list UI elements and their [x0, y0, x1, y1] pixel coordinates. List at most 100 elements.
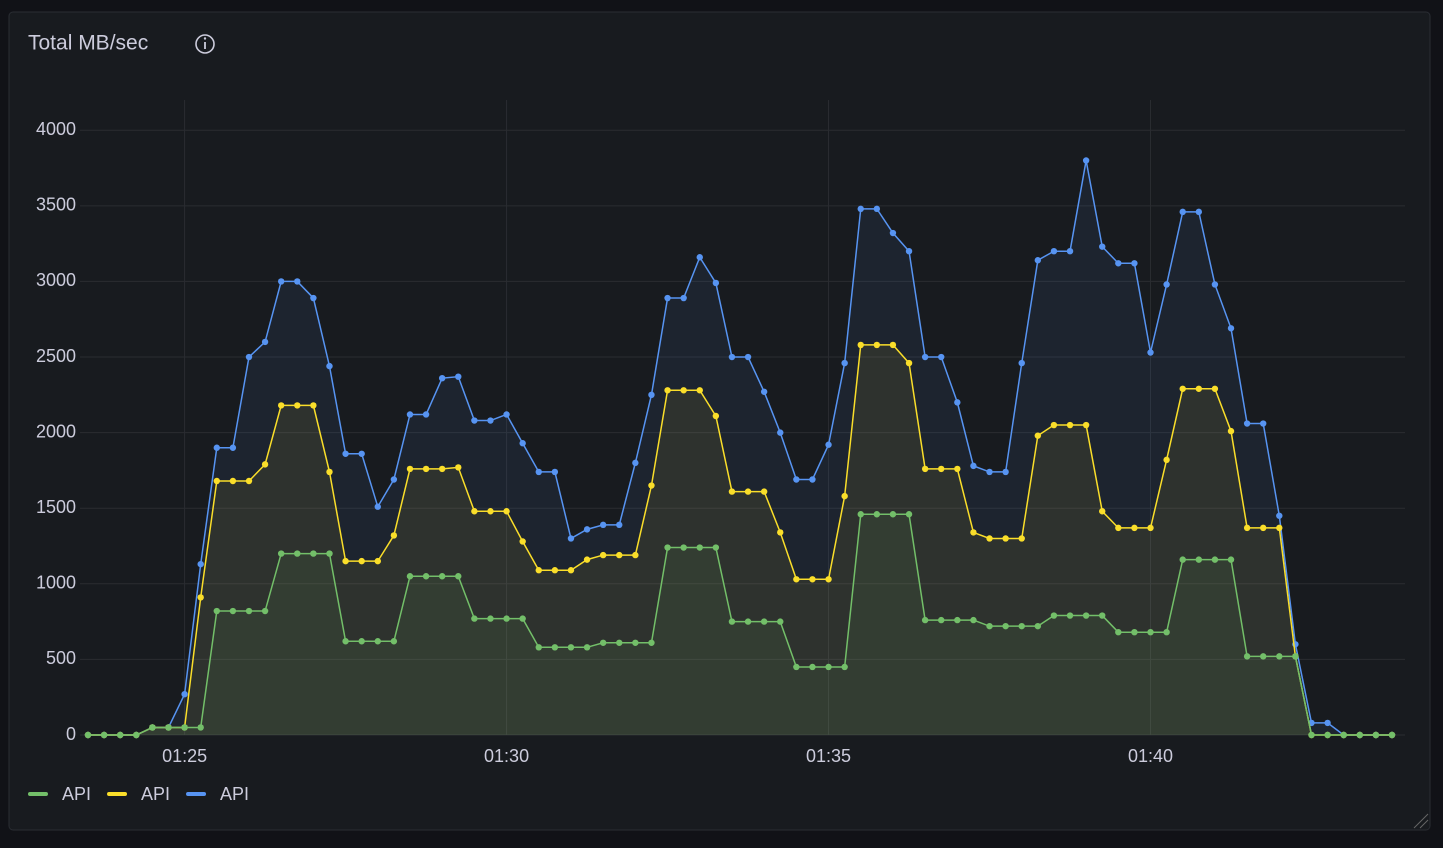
legend-label: API	[62, 784, 91, 804]
data-point	[422, 573, 430, 580]
chart-title: Total MB/sec	[28, 32, 148, 55]
series-line	[88, 344, 1392, 736]
data-point	[1243, 653, 1251, 660]
data-point	[294, 550, 301, 557]
data-point	[986, 535, 993, 542]
data-point	[857, 205, 864, 213]
data-point	[294, 402, 301, 409]
data-point	[1324, 731, 1331, 739]
data-point	[358, 450, 365, 457]
data-point	[954, 399, 961, 406]
data-point	[889, 229, 897, 237]
data-point	[1018, 535, 1025, 542]
data-point	[1131, 628, 1138, 636]
data-point	[1324, 719, 1331, 727]
data-point	[664, 294, 671, 302]
data-point	[326, 468, 333, 476]
data-point	[841, 663, 848, 671]
data-point	[1211, 281, 1219, 288]
data-point	[648, 639, 655, 646]
data-point	[1082, 157, 1090, 164]
data-point	[455, 373, 462, 380]
data-point	[213, 477, 220, 485]
data-point	[616, 639, 623, 646]
data-point	[1195, 208, 1203, 216]
data-point	[277, 550, 285, 557]
data-point	[728, 353, 736, 361]
data-point	[181, 724, 188, 731]
data-point	[1050, 612, 1058, 619]
resize-handle[interactable]	[1413, 813, 1429, 829]
data-point	[1163, 456, 1170, 464]
data-point	[310, 402, 317, 409]
data-point	[471, 417, 478, 424]
data-point	[599, 521, 607, 529]
data-point	[342, 450, 349, 457]
data-point	[905, 359, 913, 367]
data-point	[1195, 556, 1203, 563]
data-point	[1276, 524, 1283, 532]
data-point	[1211, 385, 1219, 392]
data-point	[970, 529, 977, 536]
data-point	[744, 618, 752, 625]
data-point	[825, 576, 832, 583]
data-point	[760, 618, 768, 625]
data-point	[938, 616, 945, 624]
data-point	[728, 618, 736, 625]
data-point	[1082, 421, 1090, 429]
data-point	[406, 411, 414, 418]
legend-swatch	[107, 792, 128, 796]
data-point	[1227, 325, 1235, 332]
data-point	[422, 411, 430, 418]
data-point	[1034, 622, 1042, 630]
data-point	[358, 638, 365, 645]
data-point	[1066, 612, 1074, 619]
data-point	[390, 476, 398, 483]
data-point	[551, 567, 559, 574]
data-point	[197, 594, 204, 601]
data-point	[535, 468, 542, 476]
data-point	[229, 444, 237, 451]
data-point	[889, 341, 897, 349]
data-point	[793, 576, 800, 583]
data-point	[116, 731, 124, 739]
data-point	[1179, 556, 1186, 563]
data-point	[1002, 535, 1009, 542]
data-point	[165, 724, 172, 731]
series-area	[88, 514, 1392, 735]
data-point	[277, 278, 285, 285]
data-point	[857, 341, 864, 349]
data-point	[406, 573, 414, 580]
data-point	[1147, 349, 1154, 356]
data-point	[809, 663, 816, 671]
data-point	[970, 616, 977, 624]
data-point	[358, 557, 365, 565]
data-point	[744, 488, 752, 495]
data-point	[954, 616, 961, 624]
data-point	[181, 690, 188, 698]
data-point	[583, 556, 591, 563]
data-point	[1147, 524, 1154, 532]
data-point	[551, 468, 559, 476]
data-point	[1066, 421, 1074, 429]
data-point	[889, 511, 897, 518]
data-point	[374, 638, 381, 645]
data-point	[825, 441, 832, 448]
data-point	[261, 461, 269, 468]
data-point	[760, 388, 768, 395]
data-point	[728, 488, 736, 495]
info-icon[interactable]	[195, 34, 215, 54]
data-point	[374, 557, 381, 565]
y-tick-label: 1500	[36, 497, 76, 517]
data-point	[793, 663, 800, 671]
data-point	[213, 607, 220, 615]
data-point	[696, 544, 703, 551]
data-point	[342, 557, 349, 565]
data-point	[1034, 432, 1042, 439]
data-point	[422, 465, 430, 473]
data-point	[503, 411, 510, 418]
data-point	[503, 615, 510, 622]
data-point	[326, 362, 333, 370]
data-point	[567, 567, 575, 574]
series-area	[88, 160, 1392, 735]
